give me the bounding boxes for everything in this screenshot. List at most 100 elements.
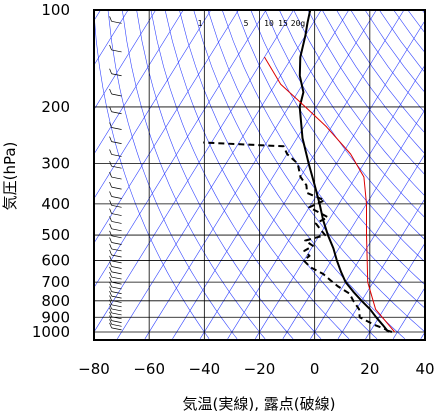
wind-barb <box>111 300 122 303</box>
wind-barb <box>109 216 112 222</box>
wind-barb <box>111 286 122 290</box>
wind-barb <box>109 208 112 214</box>
isotherm-line <box>365 242 425 339</box>
isotherm-line <box>94 10 184 155</box>
wind-barb <box>111 276 122 280</box>
mixing-ratio-label: 10 <box>264 19 274 28</box>
wind-barb <box>111 127 122 130</box>
parcel-line <box>264 56 396 333</box>
y-axis-label: 気圧(hPa) <box>1 142 19 211</box>
wind-barb <box>109 295 112 301</box>
mixing-ratio-label: 20g <box>291 19 306 28</box>
isotherm-line <box>94 10 267 289</box>
isotherm-line <box>227 20 425 339</box>
isotherm-line <box>94 10 156 111</box>
wind-barb <box>109 230 112 236</box>
wind-barb <box>111 20 122 24</box>
wind-barb <box>111 254 122 258</box>
mixing-ratio-label: 1 <box>198 19 203 28</box>
grid-lines <box>93 9 426 340</box>
wind-barb <box>109 286 112 292</box>
wind-barb <box>111 291 122 294</box>
dry-adiabat-line <box>350 10 425 114</box>
isotherm-line <box>117 10 322 339</box>
wind-barb <box>111 327 122 331</box>
wind-barb <box>111 204 122 208</box>
wind-barb <box>109 319 112 325</box>
isotherm-line <box>392 286 425 339</box>
wind-barb <box>111 213 122 216</box>
wind-barb <box>111 242 122 245</box>
wind-barb <box>109 311 112 317</box>
wind-barb <box>111 111 122 115</box>
profile-lines <box>203 10 396 333</box>
dry-adiabat-line <box>150 10 322 340</box>
wind-barb <box>111 271 122 275</box>
wind-barb <box>109 243 112 250</box>
wind-barb <box>109 237 112 243</box>
wind-barb <box>109 161 112 167</box>
dry-adiabat-line <box>236 10 425 286</box>
wind-barb <box>109 307 112 314</box>
wind-barb <box>111 312 122 316</box>
wind-barb <box>109 255 112 262</box>
wind-barb <box>111 49 122 53</box>
isotherm-line <box>94 10 294 333</box>
wind-barb <box>111 308 122 312</box>
dry-adiabat-line <box>207 10 425 333</box>
dry-adiabat-line <box>250 10 425 263</box>
isotherm-line <box>144 10 350 339</box>
x-tick-labels: −80 −60 −40 −20 0 20 40 <box>78 360 434 378</box>
wind-barb <box>109 266 112 273</box>
wind-barb <box>111 248 122 252</box>
wind-barb <box>111 260 122 264</box>
y-tick-label: 100 <box>41 1 70 19</box>
wind-barb <box>111 323 122 327</box>
y-tick-label: 700 <box>41 273 70 291</box>
dry-adiabat-line <box>379 10 425 73</box>
isotherm-line <box>172 10 377 339</box>
wind-barbs <box>109 16 122 331</box>
wind-barb <box>109 44 112 51</box>
wind-barb <box>111 266 122 269</box>
isotherm-line <box>199 10 405 339</box>
dry-adiabat-line <box>293 10 425 197</box>
x-tick-label: −40 <box>189 360 221 378</box>
y-tick-label: 1000 <box>32 323 70 341</box>
dry-adiabat-line <box>307 10 425 176</box>
wind-barb <box>111 165 122 169</box>
y-tick-label: 600 <box>41 252 70 270</box>
x-axis-label: 気温(実線), 露点(破線) <box>183 395 336 412</box>
wind-barb <box>111 141 122 144</box>
wind-barb <box>109 200 112 206</box>
y-tick-label: 300 <box>41 155 70 173</box>
mixing-ratio-label: 15 <box>278 19 288 28</box>
wind-barb <box>111 176 122 180</box>
mixing-ratio-labels: 1 5 10 15 20g <box>198 19 306 28</box>
isotherm-line <box>310 153 425 339</box>
wind-barb <box>109 249 112 256</box>
wind-barb <box>109 88 112 95</box>
x-tick-label: 40 <box>415 360 434 378</box>
plot-frame <box>93 9 426 341</box>
x-tick-label: −20 <box>244 360 276 378</box>
wind-barb <box>109 261 112 267</box>
dewpoint-line <box>203 141 390 333</box>
dry-adiabat-line <box>122 10 266 339</box>
isotherm-line <box>337 197 425 339</box>
y-tick-label: 500 <box>41 226 70 244</box>
wind-barb <box>111 221 122 224</box>
x-tick-label: 20 <box>360 360 379 378</box>
dry-adiabat-line <box>136 10 294 340</box>
wind-barb <box>109 281 112 288</box>
wind-barb <box>109 315 112 321</box>
dry-adiabat-line <box>279 10 425 219</box>
wind-barb <box>109 16 112 22</box>
dry-adiabat-line <box>193 10 406 340</box>
wind-barb <box>109 303 112 310</box>
wind-barb <box>111 228 122 232</box>
wind-barb <box>109 322 112 329</box>
wind-barb <box>111 304 122 308</box>
